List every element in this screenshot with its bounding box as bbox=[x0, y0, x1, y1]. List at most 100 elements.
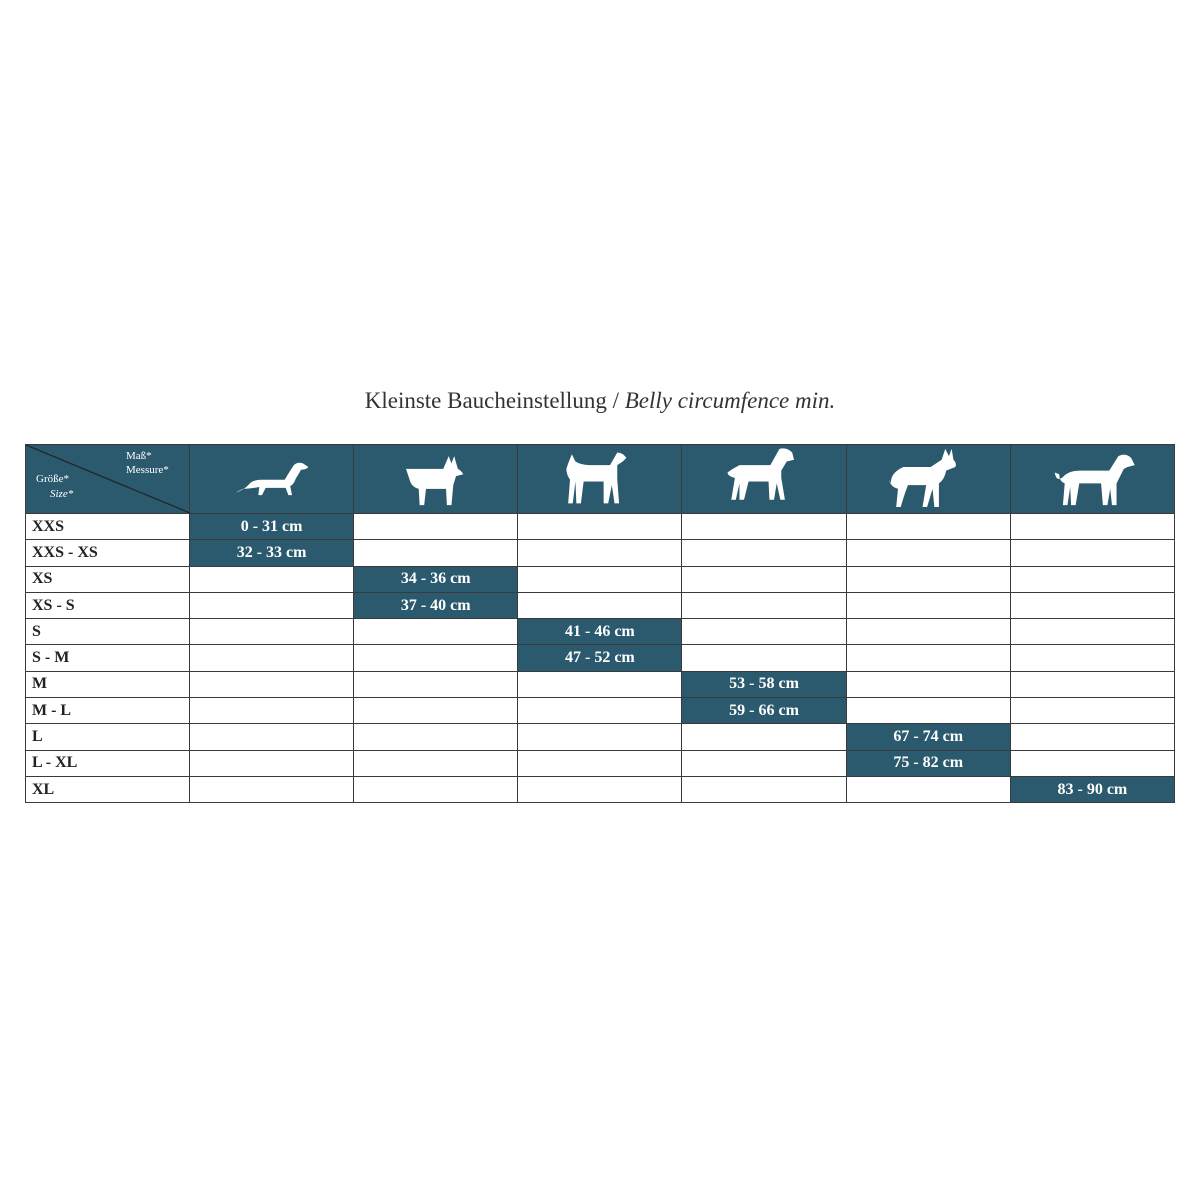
empty-cell bbox=[845, 670, 1011, 699]
empty-cell bbox=[1009, 618, 1176, 646]
empty-cell bbox=[517, 670, 683, 699]
empty-cell bbox=[517, 591, 683, 620]
empty-cell bbox=[1009, 723, 1176, 751]
empty-cell bbox=[1009, 539, 1176, 567]
table-row: XXS - XS 32 - 33 cm bbox=[25, 539, 1176, 567]
size-table: Maß* Messure* Größe* Size* XXS 0 - 31 cm XXS… bbox=[25, 444, 1176, 804]
table-row: XL 83 - 90 cm bbox=[25, 775, 1176, 804]
empty-cell bbox=[845, 512, 1011, 541]
dog-header-3 bbox=[517, 444, 683, 514]
empty-cell bbox=[188, 697, 355, 725]
empty-cell bbox=[681, 749, 847, 777]
measure-cell: 53 - 58 cm bbox=[681, 670, 847, 699]
size-label: Größe* bbox=[36, 473, 69, 485]
table-row: L 67 - 74 cm bbox=[25, 723, 1176, 751]
empty-cell bbox=[845, 697, 1011, 725]
dog-header-4 bbox=[681, 444, 847, 514]
empty-cell bbox=[517, 723, 683, 751]
empty-cell bbox=[1009, 697, 1176, 725]
table-row: S 41 - 46 cm bbox=[25, 618, 1176, 646]
measure-cell: 37 - 40 cm bbox=[353, 591, 519, 620]
empty-cell bbox=[845, 565, 1011, 593]
empty-cell bbox=[353, 749, 519, 777]
empty-cell bbox=[353, 670, 519, 699]
size-cell: S bbox=[25, 618, 190, 646]
empty-cell bbox=[845, 591, 1011, 620]
empty-cell bbox=[353, 697, 519, 725]
table-row: XS 34 - 36 cm bbox=[25, 565, 1176, 593]
dachshund-icon bbox=[235, 462, 308, 495]
empty-cell bbox=[1009, 749, 1176, 777]
measure-label-en: Messure* bbox=[126, 464, 169, 476]
measure-cell: 34 - 36 cm bbox=[353, 565, 519, 593]
size-cell: XS - S bbox=[25, 591, 190, 620]
empty-cell bbox=[1009, 591, 1176, 620]
measure-cell: 75 - 82 cm bbox=[845, 749, 1011, 777]
title-de: Kleinste Baucheinstellung / bbox=[364, 388, 619, 413]
empty-cell bbox=[188, 723, 355, 751]
large-dog-icon bbox=[1055, 454, 1136, 505]
empty-cell bbox=[681, 723, 847, 751]
empty-cell bbox=[1009, 565, 1176, 593]
empty-cell bbox=[353, 644, 519, 672]
empty-cell bbox=[353, 723, 519, 751]
chart-title: Kleinste Baucheinstellung / Belly circum… bbox=[0, 388, 1200, 414]
empty-cell bbox=[517, 512, 683, 541]
measure-cell: 67 - 74 cm bbox=[845, 723, 1011, 751]
empty-cell bbox=[517, 697, 683, 725]
empty-cell bbox=[1009, 670, 1176, 699]
size-label-en: Size* bbox=[50, 488, 74, 500]
dog-header-6 bbox=[1009, 444, 1176, 514]
size-cell: XL bbox=[25, 775, 190, 804]
empty-cell bbox=[188, 565, 355, 593]
shepherd-icon bbox=[889, 448, 957, 507]
size-cell: L bbox=[25, 723, 190, 751]
empty-cell bbox=[845, 644, 1011, 672]
empty-cell bbox=[681, 512, 847, 541]
empty-cell bbox=[353, 775, 519, 804]
measure-label: Maß* bbox=[126, 450, 152, 462]
empty-cell bbox=[1009, 644, 1176, 672]
measure-cell: 41 - 46 cm bbox=[517, 618, 683, 646]
measure-cell: 59 - 66 cm bbox=[681, 697, 847, 725]
size-cell: XS bbox=[25, 565, 190, 593]
table-row: XS - S 37 - 40 cm bbox=[25, 591, 1176, 620]
empty-cell bbox=[353, 618, 519, 646]
empty-cell bbox=[517, 539, 683, 567]
table-row: XXS 0 - 31 cm bbox=[25, 512, 1176, 541]
empty-cell bbox=[353, 539, 519, 567]
dog-header-1 bbox=[188, 444, 355, 514]
empty-cell bbox=[188, 749, 355, 777]
empty-cell bbox=[681, 565, 847, 593]
empty-cell bbox=[681, 644, 847, 672]
empty-cell bbox=[188, 618, 355, 646]
empty-cell bbox=[681, 618, 847, 646]
dog-header-5 bbox=[845, 444, 1011, 514]
empty-cell bbox=[681, 591, 847, 620]
size-cell: S - M bbox=[25, 644, 190, 672]
table-row: S - M 47 - 52 cm bbox=[25, 644, 1176, 672]
title-en: Belly circumfence min. bbox=[624, 388, 836, 413]
empty-cell bbox=[517, 749, 683, 777]
table-row: L - XL 75 - 82 cm bbox=[25, 749, 1176, 777]
empty-cell bbox=[353, 512, 519, 541]
medium-dog-icon bbox=[566, 451, 627, 503]
empty-cell bbox=[845, 618, 1011, 646]
empty-cell bbox=[188, 670, 355, 699]
empty-cell bbox=[188, 644, 355, 672]
empty-cell bbox=[1009, 512, 1176, 541]
measure-cell: 47 - 52 cm bbox=[517, 644, 683, 672]
schnauzer-icon bbox=[724, 447, 795, 500]
table-row: M 53 - 58 cm bbox=[25, 670, 1176, 699]
empty-cell bbox=[845, 539, 1011, 567]
size-cell: XXS - XS bbox=[25, 539, 190, 567]
measure-cell: 32 - 33 cm bbox=[188, 539, 355, 567]
empty-cell bbox=[188, 775, 355, 804]
empty-cell bbox=[681, 775, 847, 804]
dog-header-2 bbox=[353, 444, 519, 514]
measure-cell: 83 - 90 cm bbox=[1009, 775, 1176, 804]
empty-cell bbox=[681, 539, 847, 567]
empty-cell bbox=[188, 591, 355, 620]
terrier-icon bbox=[405, 455, 464, 505]
size-cell: M bbox=[25, 670, 190, 699]
